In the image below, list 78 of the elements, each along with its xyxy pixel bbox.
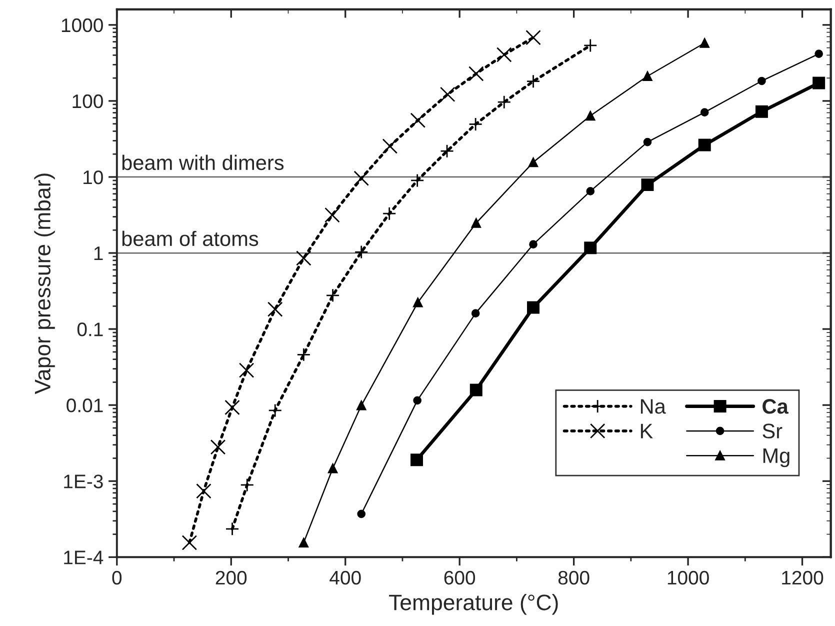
legend-label: K (640, 424, 653, 438)
point (224, 400, 240, 416)
point (326, 288, 340, 302)
point (328, 464, 338, 474)
point (468, 66, 484, 82)
point (296, 250, 312, 266)
point (410, 174, 424, 188)
point (413, 396, 422, 405)
y-tick-label: 0.01 (66, 398, 103, 412)
point (526, 74, 540, 88)
x-tick-label: 0 (112, 570, 122, 585)
point (641, 178, 654, 192)
point (267, 302, 283, 317)
point (440, 144, 454, 158)
y-tick-label: 100 (72, 94, 103, 108)
point (586, 187, 595, 196)
x-tick-label: 600 (444, 570, 476, 585)
legend-label: Na (640, 399, 666, 414)
point (240, 478, 254, 492)
legend-label: Ca (762, 399, 788, 414)
point (700, 38, 710, 48)
point (586, 110, 596, 121)
x-tick-label: 400 (330, 570, 361, 585)
legend-label: Sr (762, 424, 782, 438)
point (468, 117, 483, 132)
point (354, 245, 368, 259)
point (182, 535, 198, 550)
point (528, 157, 538, 168)
ref-line-label: beam of atoms (122, 230, 258, 246)
point (196, 483, 212, 499)
point (814, 50, 823, 58)
point (382, 206, 396, 221)
y-tick-label: 0.1 (77, 322, 103, 336)
point (413, 298, 423, 308)
point (526, 30, 541, 46)
y-tick-label: 1 (94, 246, 103, 260)
point (296, 348, 311, 362)
point (471, 309, 480, 318)
point (527, 301, 540, 314)
ref-line-label: beam with dimers (122, 154, 284, 170)
x-axis-title: Temperature (°C) (389, 594, 558, 615)
point (698, 138, 711, 152)
point (238, 362, 254, 378)
point (440, 86, 456, 102)
point (354, 170, 369, 186)
point (643, 138, 652, 146)
point (584, 242, 597, 254)
point (583, 38, 598, 52)
point (410, 112, 426, 128)
legend-label: Mg (763, 448, 790, 468)
x-tick-label: 800 (558, 570, 590, 585)
y-tick-label: 1E-3 (64, 474, 103, 488)
point (471, 218, 482, 228)
y-tick-label: 1E-4 (64, 550, 104, 564)
point (812, 76, 826, 90)
point (529, 240, 538, 249)
point (225, 522, 240, 536)
point (410, 454, 423, 466)
point (497, 95, 512, 110)
x-tick-label: 200 (216, 570, 247, 585)
point (210, 439, 226, 455)
x-tick-label: 1000 (668, 570, 709, 585)
point (700, 108, 709, 117)
point (268, 403, 282, 418)
y-axis-title: Vapor pressure (mbar) (34, 174, 55, 394)
y-tick-label: 10 (84, 170, 103, 184)
point (324, 207, 340, 223)
point (470, 384, 482, 396)
x-tick-label: 1200 (782, 570, 824, 585)
point (496, 47, 512, 62)
point (357, 510, 366, 518)
point (758, 76, 766, 86)
point (356, 400, 366, 410)
point (642, 71, 652, 81)
point (298, 538, 309, 548)
point (382, 138, 398, 154)
y-tick-label: 1000 (62, 18, 103, 32)
point (755, 105, 768, 118)
